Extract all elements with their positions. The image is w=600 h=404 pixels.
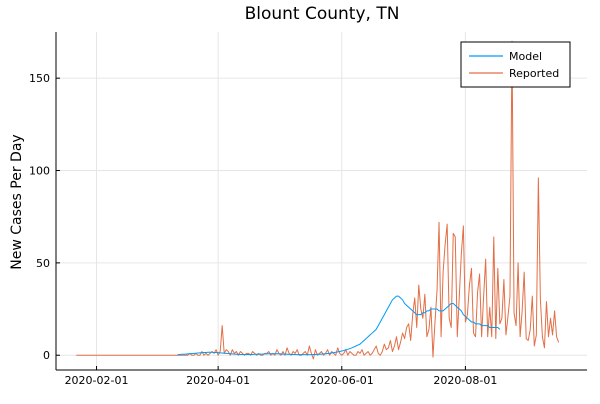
- x-tick-label: 2020-06-01: [310, 374, 374, 387]
- legend-label-model: Model: [509, 50, 542, 63]
- legend-label-reported: Reported: [509, 67, 559, 80]
- x-tick-label: 2020-02-01: [65, 374, 129, 387]
- series-line-reported: [76, 40, 560, 360]
- legend: Model Reported: [460, 41, 571, 88]
- tick-labels: 2020-02-01 2020-04-01 2020-06-01 2020-08-01…: [29, 72, 497, 387]
- y-tick-label: 100: [29, 165, 50, 178]
- x-tick-label: 2020-08-01: [433, 374, 497, 387]
- legend-box: [460, 41, 571, 88]
- y-tick-label: 150: [29, 72, 50, 85]
- series-line-model: [177, 295, 501, 356]
- x-tick-label: 2020-04-01: [186, 374, 250, 387]
- y-tick-label: 50: [36, 257, 50, 270]
- y-axis-label: New Cases Per Day: [9, 134, 25, 269]
- chart-title: Blount County, TN: [245, 4, 400, 24]
- series-lines: [76, 40, 560, 360]
- y-tick-label: 0: [43, 349, 50, 362]
- axes: [55, 32, 587, 371]
